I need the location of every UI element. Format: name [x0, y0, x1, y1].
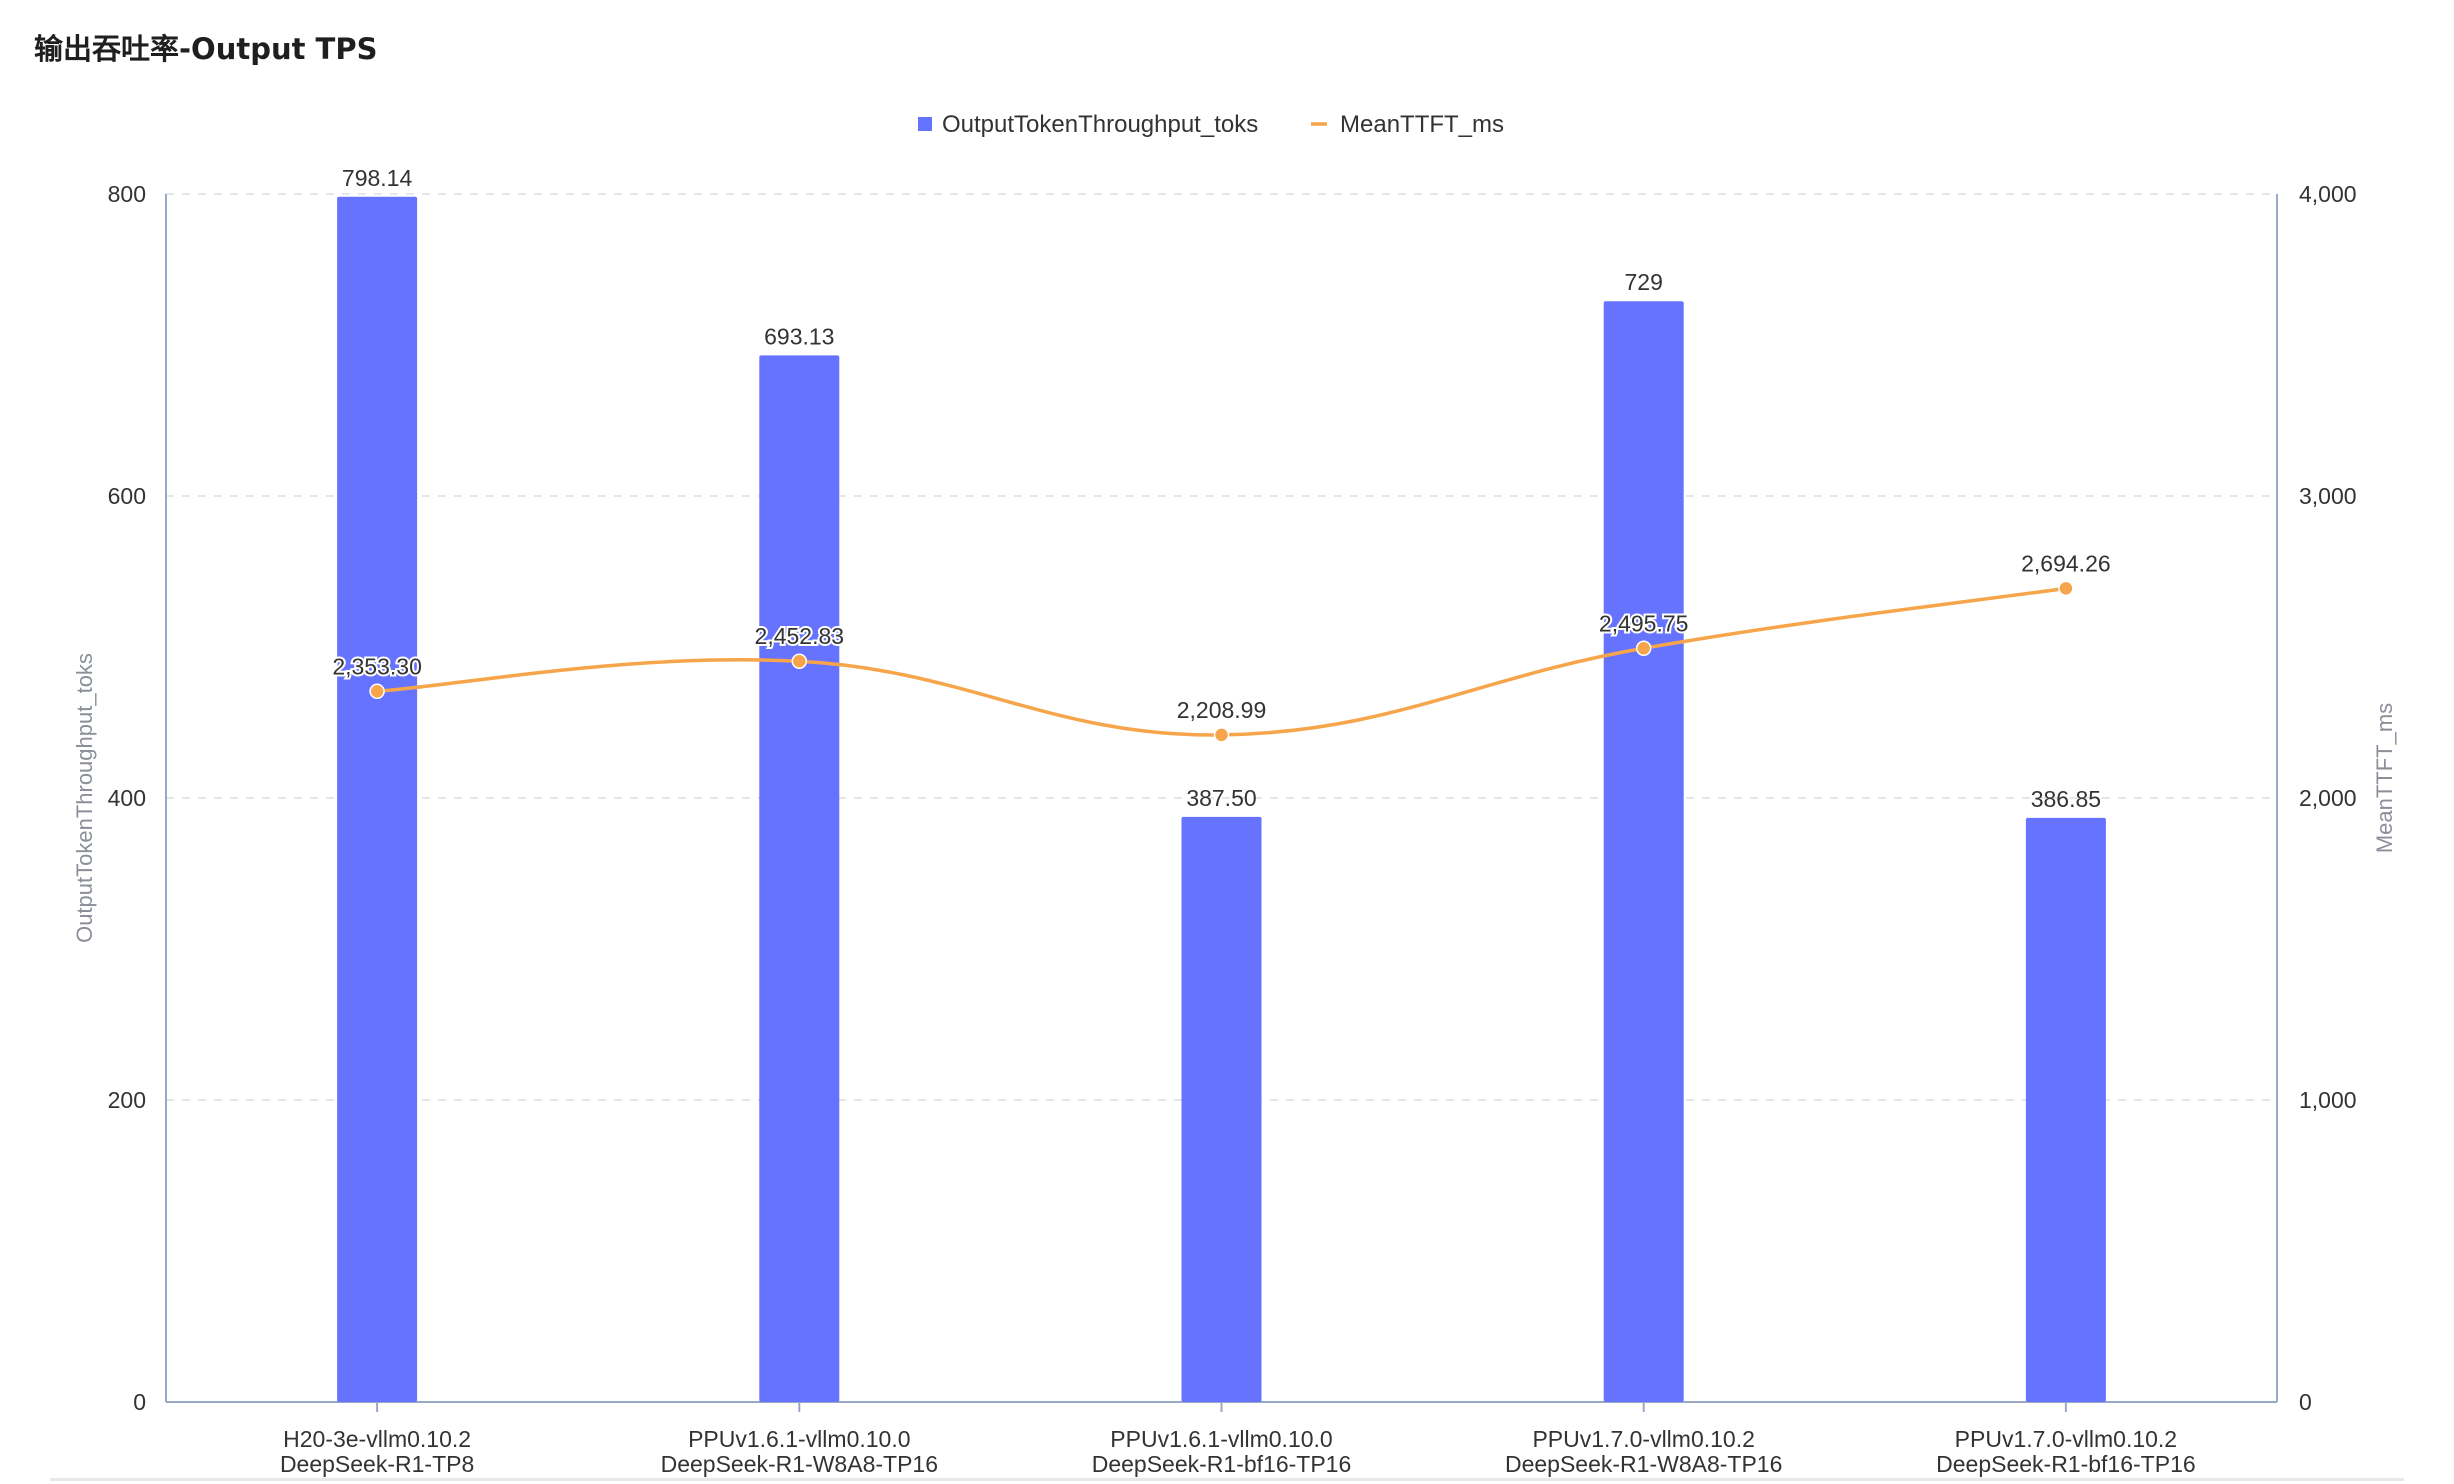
x-tick-label: PPUv1.7.0-vllm0.10.2 [1955, 1426, 2177, 1452]
x-tick-label: PPUv1.6.1-vllm0.10.0 [688, 1426, 910, 1452]
line-value-label: 2,694.26 [2021, 550, 2111, 576]
line-point [2058, 580, 2074, 597]
bar-value-label: 693.13 [764, 323, 834, 349]
y-tick-label: 600 [108, 483, 146, 509]
line-point [1213, 727, 1230, 743]
bar [337, 196, 418, 1402]
bar-value-label: 729 [1625, 269, 1663, 295]
bar-value-label: 386.85 [2031, 786, 2101, 812]
x-tick-label: PPUv1.7.0-vllm0.10.2 [1532, 1426, 1754, 1452]
y2-tick-label: 0 [2299, 1389, 2312, 1415]
legend-swatch-bar [918, 117, 932, 131]
y2-tick-label: 2,000 [2299, 785, 2357, 811]
line-point [1635, 640, 1652, 657]
x-tick-label: DeepSeek-R1-TP8 [280, 1451, 474, 1477]
x-tick-label: DeepSeek-R1-bf16-TP16 [1092, 1451, 1352, 1477]
panel-title: 输出吞吐率-Output TPS [34, 32, 378, 66]
bar-value-label: 387.50 [1186, 785, 1256, 811]
line-value-label: 2,208.99 [1177, 697, 1267, 723]
bar [1181, 816, 1262, 1402]
line-point [369, 683, 385, 700]
y2-tick-label: 3,000 [2299, 483, 2357, 509]
y2-axis-title: MeanTTFT_ms [2372, 703, 2397, 853]
bar [2025, 817, 2106, 1402]
panel-divider [50, 1478, 2404, 1481]
legend-label: MeanTTFT_ms [1340, 111, 1504, 138]
line-value-label: 2,495.75 [1599, 610, 1689, 636]
x-tick-label: DeepSeek-R1-W8A8-TP16 [1505, 1451, 1782, 1477]
y2-tick-label: 1,000 [2299, 1087, 2357, 1113]
x-tick-label: PPUv1.6.1-vllm0.10.0 [1110, 1426, 1332, 1452]
line-point [791, 653, 808, 669]
line-value-label: 2,452.83 [755, 623, 845, 649]
y-axis-title: OutputTokenThroughput_toks [72, 653, 97, 943]
line-value-label: 2,353.30 [332, 653, 422, 679]
bar [1603, 301, 1684, 1403]
y-tick-label: 800 [108, 181, 146, 207]
y-tick-label: 0 [133, 1389, 146, 1415]
y-tick-label: 400 [108, 785, 146, 811]
legend-label: OutputTokenThroughput_toks [942, 111, 1258, 138]
y-tick-label: 200 [108, 1087, 146, 1113]
x-tick-label: DeepSeek-R1-bf16-TP16 [1936, 1451, 2196, 1477]
bar [759, 355, 840, 1403]
y2-tick-label: 4,000 [2299, 181, 2357, 207]
x-tick-label: H20-3e-vllm0.10.2 [283, 1426, 471, 1452]
bar-value-label: 798.14 [342, 165, 413, 191]
x-tick-label: DeepSeek-R1-W8A8-TP16 [661, 1451, 938, 1477]
